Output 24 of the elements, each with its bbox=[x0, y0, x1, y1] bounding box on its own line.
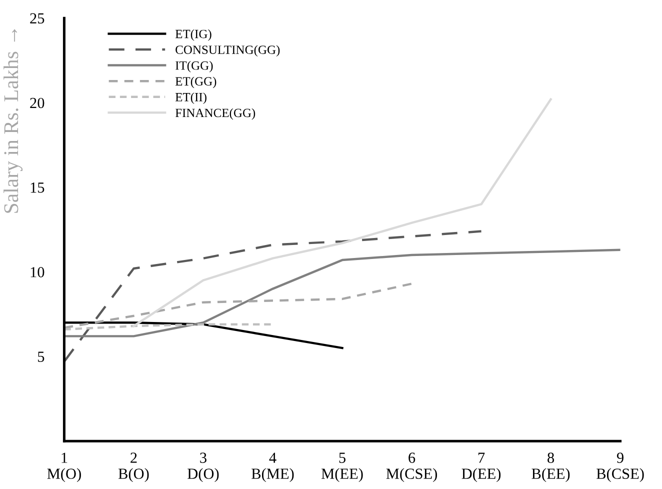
x-tick-label: 4 B(ME) bbox=[252, 452, 294, 482]
x-tick-label: 2 B(O) bbox=[118, 452, 149, 482]
legend-label: ET(II) bbox=[175, 92, 206, 104]
y-tick-label: 10 bbox=[30, 267, 44, 278]
x-tick-label: 1 M(O) bbox=[47, 452, 81, 482]
legend-label: ET(GG) bbox=[175, 76, 216, 88]
y-tick-label: 25 bbox=[30, 13, 44, 24]
line-series bbox=[64, 230, 482, 363]
y-axis-title: Salary in Rs. Lakhs → bbox=[4, 29, 23, 213]
y-tick-label: 5 bbox=[38, 352, 44, 362]
line-series bbox=[64, 282, 413, 329]
legend-label: IT(GG) bbox=[176, 60, 213, 72]
x-tick-label: 9 B(CSE) bbox=[596, 452, 644, 482]
line-series bbox=[64, 248, 620, 338]
y-tick-label: 20 bbox=[30, 98, 44, 108]
x-tick-label: 8 B(EE) bbox=[532, 452, 570, 482]
x-tick-label: 6 M(CSE) bbox=[386, 452, 437, 482]
x-tick-label: 5 M(EE) bbox=[321, 452, 363, 482]
y-tick-label: 15 bbox=[30, 182, 44, 193]
x-tick-label: 3 D(O) bbox=[188, 452, 219, 482]
x-tick-label: 7 D(EE) bbox=[462, 452, 501, 482]
legend-label: FINANCE(GG) bbox=[175, 108, 256, 120]
legend-label: CONSULTING(GG) bbox=[176, 45, 280, 57]
legend-label: ET(IG) bbox=[175, 29, 212, 41]
